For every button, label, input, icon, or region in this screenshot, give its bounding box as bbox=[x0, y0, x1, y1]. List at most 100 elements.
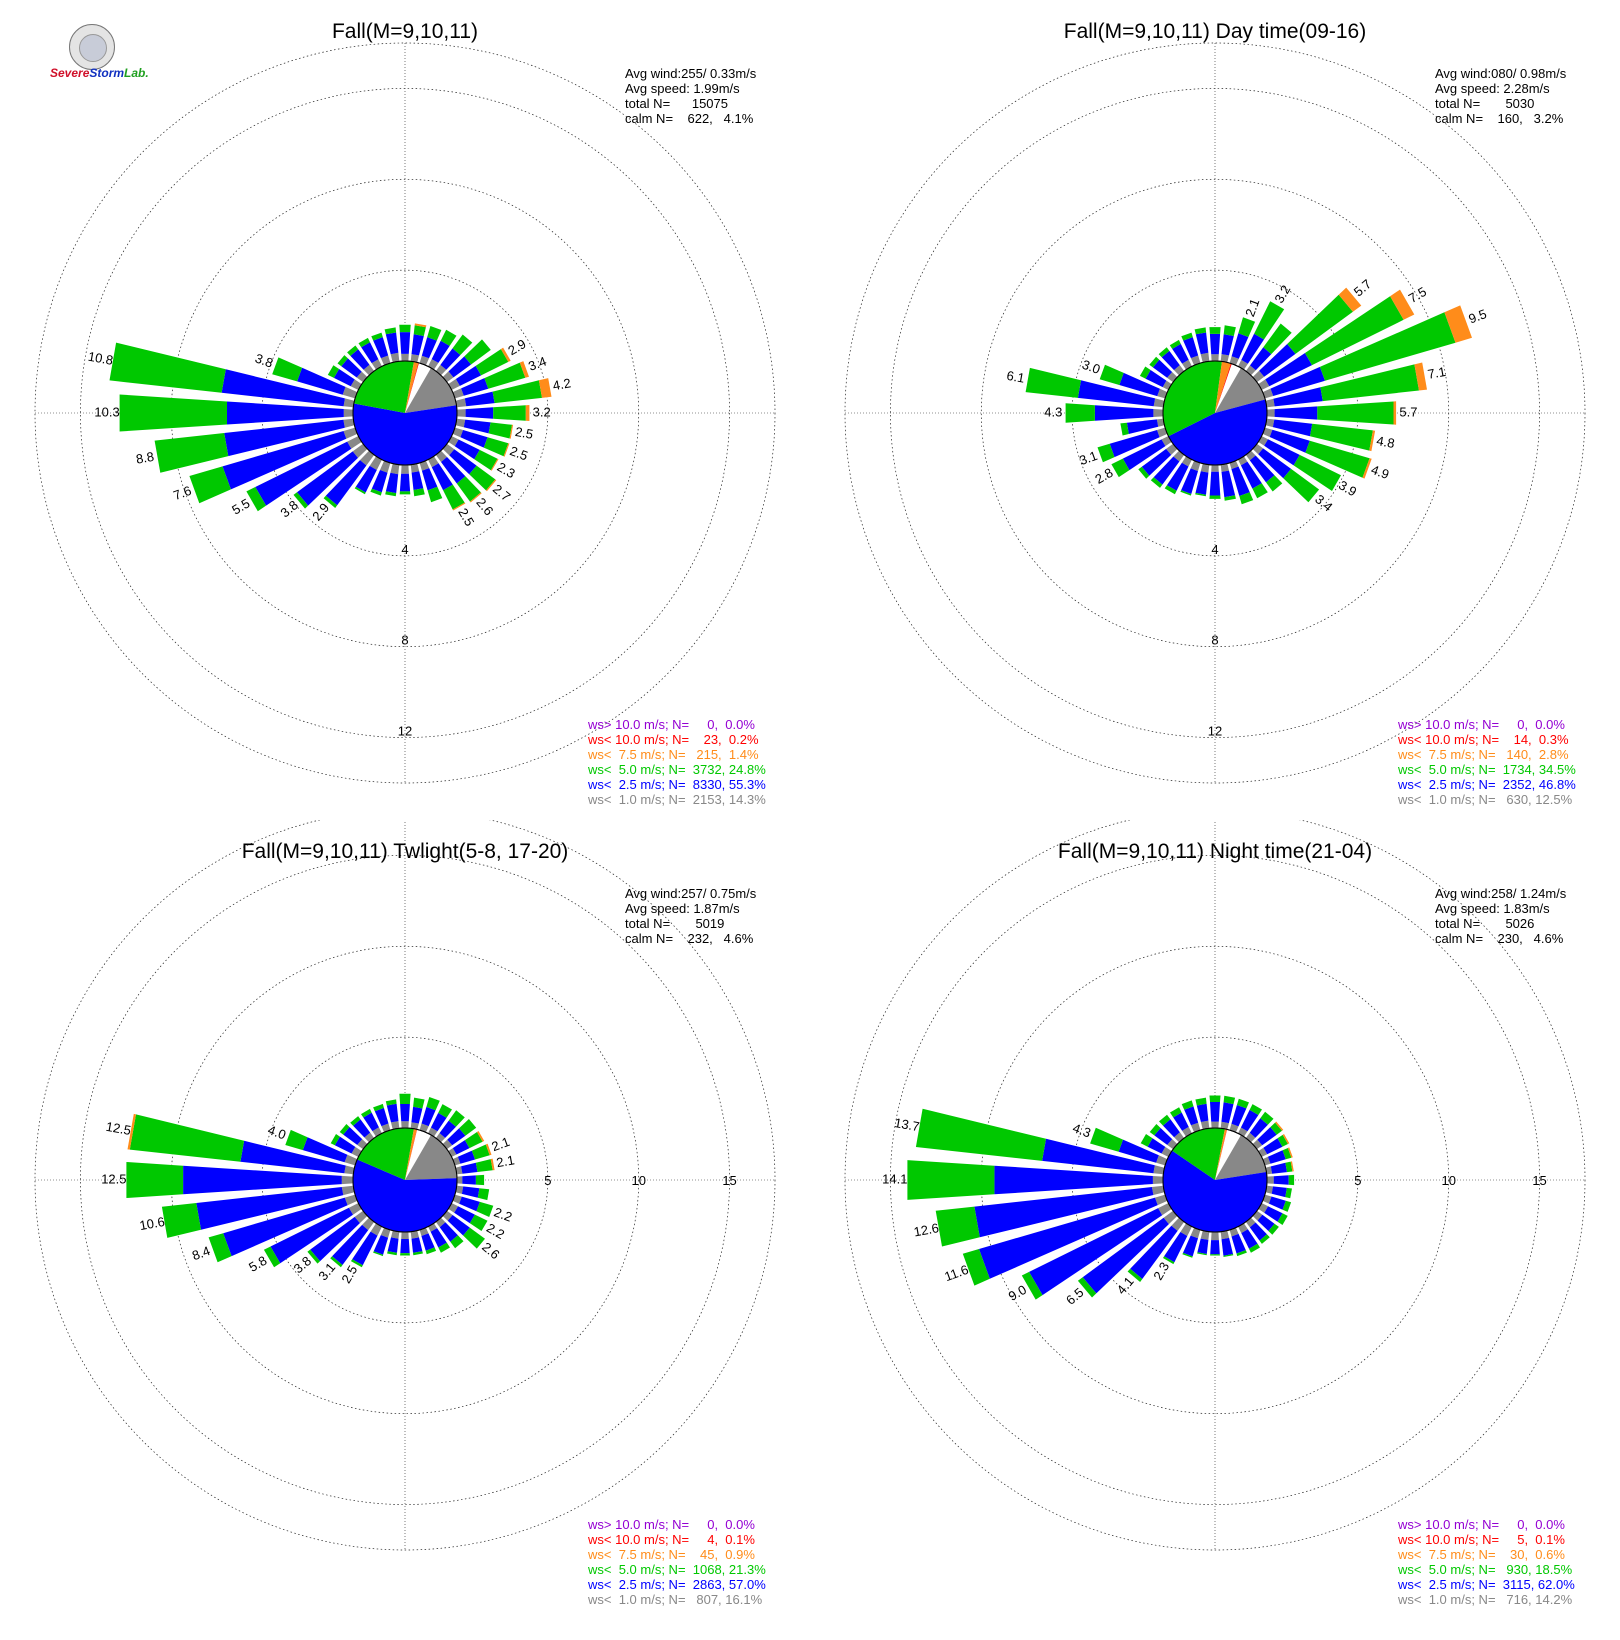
bar-segment-lt5 bbox=[189, 466, 231, 504]
bar-segment-lt5 bbox=[1149, 356, 1160, 368]
bar-segment-lt1 bbox=[344, 1194, 358, 1206]
pie-slice-lt5 bbox=[1162, 361, 1222, 437]
pie-slice-lt75 bbox=[1215, 1128, 1227, 1180]
bar-segment-lt5 bbox=[483, 437, 509, 457]
bar-segment-lt5 bbox=[285, 1129, 308, 1151]
bar-segment-lt1 bbox=[343, 398, 355, 408]
direction-bar-20 bbox=[419, 1097, 440, 1133]
direction-bar-330 bbox=[1170, 1107, 1192, 1137]
bar-value-label: 12.5 bbox=[105, 1119, 133, 1138]
bar-segment-lt25 bbox=[1154, 1128, 1173, 1145]
bar-segment-lt1 bbox=[1166, 443, 1178, 455]
bar-segment-lt25 bbox=[454, 439, 480, 460]
bar-segment-lt1 bbox=[381, 1123, 391, 1133]
direction-bar-10 bbox=[410, 1097, 425, 1130]
bar-segment-lt25 bbox=[1195, 471, 1209, 495]
bar-value-label: 9.0 bbox=[1006, 1282, 1029, 1304]
bar-value-label: 4.1 bbox=[1114, 1274, 1137, 1297]
bar-segment-lt1 bbox=[419, 1123, 429, 1133]
avg-speed: Avg speed: 1.99m/s bbox=[625, 81, 740, 96]
ring-label: 8 bbox=[401, 633, 408, 648]
bar-segment-lt5 bbox=[413, 1097, 425, 1109]
bar-value-label: 7.6 bbox=[171, 483, 193, 503]
legend-lt5: ws< 5.0 m/s; N= 930, 18.5% bbox=[1398, 1562, 1573, 1577]
bar-segment-lt5 bbox=[413, 488, 425, 497]
direction-bar-120 bbox=[1258, 1203, 1288, 1225]
bar-segment-lt1 bbox=[448, 1148, 457, 1157]
direction-bar-0 bbox=[399, 324, 411, 362]
bar-segment-lt1 bbox=[380, 355, 391, 366]
direction-bar-100 bbox=[1265, 1185, 1292, 1199]
bar-segment-lt5 bbox=[1260, 1111, 1274, 1125]
bar-segment-lt5 bbox=[1099, 364, 1124, 385]
bar-segment-lt1 bbox=[369, 456, 382, 470]
direction-bar-260: 8.8 bbox=[135, 418, 355, 473]
direction-bar-280: 6.1 bbox=[1005, 368, 1165, 408]
bar-segment-lt25 bbox=[270, 1207, 353, 1264]
bar-value-label: 8.4 bbox=[190, 1243, 212, 1263]
bar-segment-lt5 bbox=[109, 342, 226, 393]
bar-segment-lt5 bbox=[1224, 495, 1236, 501]
bar-segment-lt1 bbox=[401, 353, 409, 362]
bar-segment-lt1 bbox=[410, 463, 420, 473]
direction-bar-340 bbox=[1181, 332, 1201, 366]
ring-label: 5 bbox=[544, 1173, 551, 1188]
bar-segment-lt5 bbox=[1282, 1148, 1292, 1160]
bar-segment-lt5 bbox=[1097, 443, 1115, 463]
bar-segment-lt5 bbox=[1120, 422, 1129, 436]
bar-segment-lt1 bbox=[343, 418, 355, 428]
direction-bar-350 bbox=[385, 1099, 400, 1130]
bar-segment-lt25 bbox=[1172, 343, 1189, 364]
direction-bar-290: 3.0 bbox=[1080, 357, 1168, 399]
bar-segment-lt1 bbox=[1153, 398, 1165, 408]
bar-segment-lt25 bbox=[1269, 429, 1310, 453]
bar-segment-lt5 bbox=[1282, 1200, 1292, 1212]
bar-value-label: 3.8 bbox=[277, 497, 300, 520]
bar-segment-lt5 bbox=[1209, 495, 1221, 499]
calm-n: calm N= 232, 4.6% bbox=[625, 931, 754, 946]
pie-slice-lt10 bbox=[405, 1129, 418, 1180]
bar-segment-lt1 bbox=[435, 450, 447, 462]
stats-block: Avg wind:080/ 0.98m/s Avg speed: 2.28m/s… bbox=[1435, 66, 1566, 126]
pie-slice-lt10 bbox=[1215, 1129, 1228, 1180]
bar-value-label: 3.2 bbox=[1271, 282, 1293, 305]
bar-segment-lt5 bbox=[339, 1124, 350, 1135]
bar-segment-lt25 bbox=[1265, 353, 1312, 387]
bar-segment-lt25 bbox=[1126, 419, 1159, 434]
direction-bar-180 bbox=[1210, 1231, 1220, 1256]
bar-segment-lt25 bbox=[1249, 1118, 1268, 1138]
pie-slice-lt1 bbox=[1215, 1134, 1267, 1180]
bar-segment-lt1 bbox=[1157, 427, 1168, 438]
direction-bar-280: 13.7 bbox=[893, 1108, 1165, 1175]
direction-bar-340 bbox=[373, 1103, 391, 1133]
avg-speed: Avg speed: 2.28m/s bbox=[1435, 81, 1550, 96]
bar-segment-lt1 bbox=[371, 359, 382, 370]
legend-lt1: ws< 1.0 m/s; N= 630, 12.5% bbox=[1398, 792, 1573, 807]
bar-segment-lt5 bbox=[907, 1160, 995, 1200]
legend-lt75: ws< 7.5 m/s; N= 140, 2.8% bbox=[1398, 747, 1569, 762]
panel-title: Fall(M=9,10,11) Twlight(5-8, 17-20) bbox=[241, 840, 569, 863]
bar-segment-lt25 bbox=[1119, 372, 1160, 397]
bar-segment-lt1 bbox=[1191, 1122, 1201, 1133]
ring-label: 10 bbox=[1441, 1173, 1455, 1188]
bar-value-label: 5.7 bbox=[1399, 404, 1417, 419]
bar-segment-lt25 bbox=[457, 1150, 476, 1164]
direction-bar-290: 4.3 bbox=[1071, 1120, 1168, 1166]
bar-segment-lt1 bbox=[342, 386, 358, 399]
legend-lt75: ws< 7.5 m/s; N= 30, 0.6% bbox=[1398, 1547, 1565, 1562]
direction-bar-220: 3.1 bbox=[315, 1217, 375, 1283]
bar-segment-lt25 bbox=[353, 1119, 371, 1138]
direction-bar-250: 3.1 bbox=[1077, 427, 1168, 468]
bar-segment-lt1 bbox=[348, 1203, 362, 1215]
bar-segment-lt1 bbox=[1190, 460, 1201, 472]
speed-pie bbox=[352, 1127, 458, 1233]
bar-segment-lt5 bbox=[1209, 1095, 1221, 1102]
bar-segment-lt25 bbox=[439, 1120, 456, 1138]
legend-lt5: ws< 5.0 m/s; N= 3732, 24.8% bbox=[588, 762, 766, 777]
direction-bar-170 bbox=[410, 1230, 423, 1256]
bar-segment-lt75 bbox=[452, 502, 466, 511]
bar-segment-lt1 bbox=[341, 1185, 355, 1196]
bar-segment-lt25 bbox=[361, 342, 379, 364]
range-ring-3 bbox=[34, 42, 776, 784]
bar-segment-lt25 bbox=[1257, 1127, 1277, 1146]
